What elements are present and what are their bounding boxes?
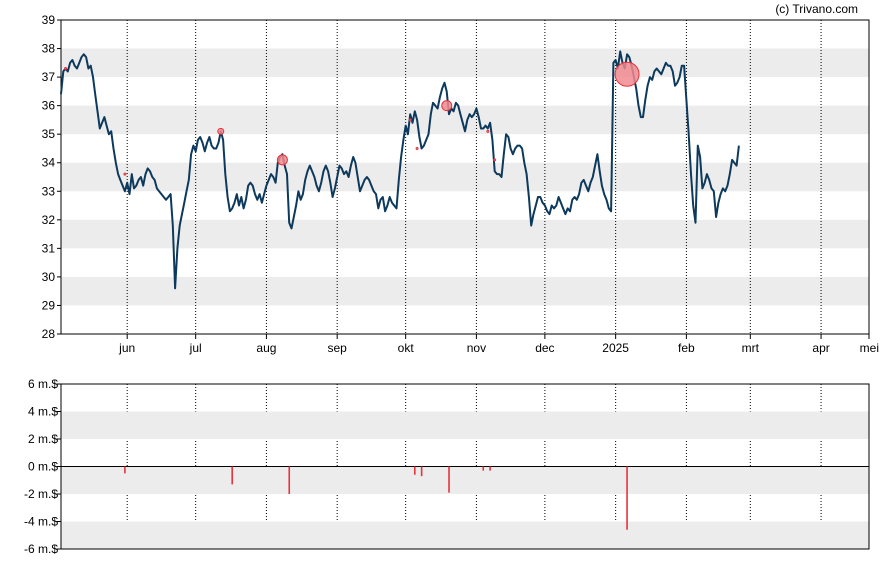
price-x-tick-label: dec bbox=[535, 341, 554, 355]
price-event-marker bbox=[408, 118, 412, 122]
volume-y-tick-label: -6 m.$ bbox=[24, 542, 58, 556]
price-y-tick-label: 36 bbox=[42, 99, 56, 113]
price-y-tick-label: 30 bbox=[42, 270, 56, 284]
price-x-tick-label: jun bbox=[118, 341, 135, 355]
price-y-tick-label: 32 bbox=[42, 213, 56, 227]
price-y-tick-label: 33 bbox=[42, 184, 56, 198]
price-y-tick-label: 28 bbox=[42, 327, 56, 341]
volume-bar bbox=[626, 466, 628, 530]
price-x-tick-label: sep bbox=[328, 341, 348, 355]
volume-bar bbox=[124, 466, 126, 474]
price-grid-band bbox=[61, 219, 869, 249]
price-x-tick-label: okt bbox=[398, 341, 415, 355]
volume-y-tick-label: 4 m.$ bbox=[28, 405, 58, 419]
price-y-tick-label: 31 bbox=[42, 241, 56, 255]
volume-bar bbox=[413, 466, 416, 475]
price-x-tick-label: nov bbox=[467, 341, 486, 355]
price-y-tick-label: 38 bbox=[42, 42, 56, 56]
price-event-marker bbox=[441, 100, 453, 112]
price-plot-frame bbox=[60, 19, 870, 335]
price-x-tick-label: apr bbox=[812, 341, 829, 355]
volume-y-tick-label: 2 m.$ bbox=[28, 432, 58, 446]
price-x-tick-label: mrt bbox=[742, 341, 760, 355]
price-event-marker bbox=[486, 129, 490, 133]
price-y-tick-label: 37 bbox=[42, 70, 56, 84]
price-grid-band bbox=[61, 276, 869, 306]
copyright-label: (c) Trivano.com bbox=[775, 2, 858, 16]
price-event-marker bbox=[217, 127, 225, 135]
price-series-line bbox=[60, 50, 740, 290]
volume-bar bbox=[231, 466, 233, 485]
volume-bar bbox=[288, 466, 291, 494]
price-x-tick-label: feb bbox=[678, 341, 695, 355]
volume-bar bbox=[482, 466, 485, 471]
price-event-marker bbox=[614, 61, 640, 87]
price-y-tick-label: 39 bbox=[42, 13, 56, 27]
volume-y-tick-label: -2 m.$ bbox=[24, 487, 58, 501]
volume-bar bbox=[420, 466, 423, 477]
price-grid-band bbox=[61, 162, 869, 192]
price-x-tick-label: 2025 bbox=[602, 341, 629, 355]
price-event-marker bbox=[64, 67, 68, 71]
price-y-tick-label: 34 bbox=[42, 156, 56, 170]
volume-bar bbox=[489, 466, 491, 471]
price-event-marker bbox=[415, 146, 419, 150]
price-event-marker bbox=[493, 158, 497, 162]
price-event-marker bbox=[276, 154, 288, 166]
volume-y-tick-label: 6 m.$ bbox=[28, 377, 58, 391]
volume-y-tick-label: 0 m.$ bbox=[28, 460, 58, 474]
price-grid-band bbox=[61, 48, 869, 78]
price-x-tick-label: mei bbox=[860, 341, 879, 355]
price-y-tick-label: 29 bbox=[42, 298, 56, 312]
price-x-tick-label: aug bbox=[256, 341, 276, 355]
volume-y-tick-label: -4 m.$ bbox=[24, 515, 58, 529]
volume-grid-band bbox=[61, 521, 869, 549]
price-y-tick-label: 35 bbox=[42, 127, 56, 141]
price-x-tick-label: jul bbox=[189, 341, 202, 355]
volume-grid-band bbox=[61, 466, 869, 494]
volume-grid-band bbox=[61, 411, 869, 439]
volume-bar bbox=[448, 466, 450, 493]
price-event-marker bbox=[123, 172, 127, 176]
